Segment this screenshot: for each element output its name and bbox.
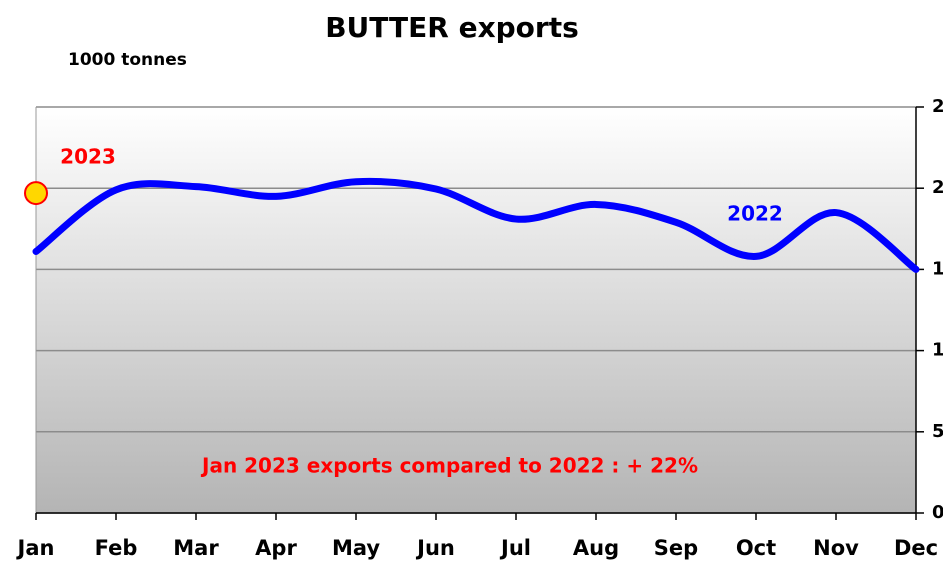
y-tick-label: 10 bbox=[932, 340, 943, 361]
y-tick-label: 20 bbox=[932, 177, 943, 198]
x-tick-label: Feb bbox=[95, 536, 138, 560]
x-tick-label: Mar bbox=[173, 536, 219, 560]
y-tick-label: 25 bbox=[932, 96, 943, 117]
x-tick-label: Dec bbox=[894, 536, 938, 560]
x-tick-label: Jan bbox=[16, 536, 55, 560]
annotation: Jan 2023 exports compared to 2022 : + 22… bbox=[200, 454, 698, 478]
x-tick-label: May bbox=[332, 536, 380, 560]
x-tick-label: Sep bbox=[654, 536, 698, 560]
x-tick-label: Apr bbox=[255, 536, 297, 560]
y-axis-label: 1000 tonnes bbox=[68, 50, 187, 70]
x-tick-label: Jul bbox=[499, 536, 531, 560]
chart-title: BUTTER exports bbox=[325, 11, 579, 44]
x-tick-label: Jun bbox=[415, 536, 455, 560]
x-tick-label: Nov bbox=[813, 536, 859, 560]
x-tick-label: Oct bbox=[736, 536, 776, 560]
y-tick-label: 15 bbox=[932, 258, 943, 279]
point bbox=[24, 181, 48, 206]
series-label: 2023 bbox=[60, 145, 116, 169]
line bbox=[32, 177, 920, 273]
y-tick-label: 5 bbox=[932, 421, 943, 442]
x-tick-label: Aug bbox=[573, 536, 619, 560]
y-tick-label: 0 bbox=[932, 502, 943, 523]
plot-area bbox=[36, 107, 916, 513]
series-label: 2022 bbox=[727, 202, 783, 226]
